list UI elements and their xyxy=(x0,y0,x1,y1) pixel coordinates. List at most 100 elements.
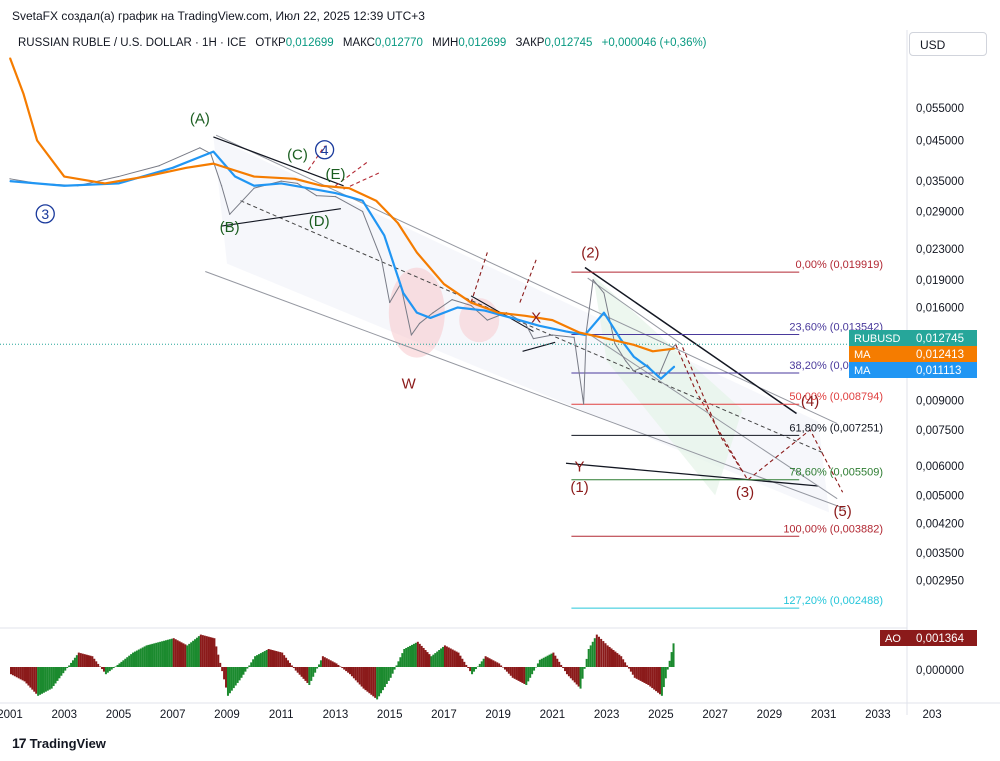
data-point xyxy=(22,93,25,95)
ao-bar xyxy=(445,646,448,667)
wave-label: (C) xyxy=(287,147,308,164)
wave-label: (3) xyxy=(736,484,754,501)
ao-bar xyxy=(533,667,536,671)
symbol-title: RUSSIAN RUBLE / U.S. DOLLAR · 1H · ICE xyxy=(18,37,247,49)
ao-bar xyxy=(629,667,632,672)
ao-bar xyxy=(56,667,59,681)
ao-bar xyxy=(407,646,410,667)
wave-label: (4) xyxy=(801,393,819,410)
ao-bar xyxy=(257,654,260,667)
data-point xyxy=(212,151,215,153)
ao-bar xyxy=(449,648,452,667)
data-point xyxy=(389,301,391,304)
ao-bar xyxy=(281,652,284,667)
ao-bar xyxy=(283,655,286,667)
data-point xyxy=(652,350,654,352)
ao-bar xyxy=(593,638,596,667)
data-point xyxy=(429,317,431,319)
ao-bar xyxy=(97,663,100,667)
x-tick-label: 2029 xyxy=(757,709,783,721)
ao-bar xyxy=(287,660,290,667)
ao-bar xyxy=(424,650,427,667)
price-tag-bg xyxy=(849,346,977,362)
ao-bar xyxy=(536,663,539,667)
data-point xyxy=(565,330,567,333)
data-point xyxy=(603,292,605,294)
ao-bar xyxy=(591,641,594,667)
data-point xyxy=(592,279,594,281)
ao-bar xyxy=(269,649,272,667)
wave-labels-layer: (A) (B) (C) (D) (E) 3 4 W X Y (1) (2) (3) (4) (5) xyxy=(35,110,852,520)
data-point xyxy=(294,178,296,180)
data-point xyxy=(280,180,282,182)
price-tag-value: 0,012413 xyxy=(916,349,964,361)
ao-bar xyxy=(620,656,623,667)
y-tick-label: 0,055000 xyxy=(916,103,964,115)
ao-bar xyxy=(380,667,383,694)
ao-bar xyxy=(27,667,30,686)
ao-bar xyxy=(438,650,441,667)
ao-bar xyxy=(77,652,80,667)
ao-bar xyxy=(186,645,189,667)
ao-bar xyxy=(496,662,499,667)
price-tag-bg xyxy=(849,330,977,346)
wave-dash xyxy=(470,252,488,303)
ao-bar xyxy=(655,667,658,692)
high-value: 0,012770 xyxy=(374,37,423,49)
low-label: МИН xyxy=(432,37,459,49)
data-point xyxy=(524,315,526,317)
fib-label: 50,00% (0,008794) xyxy=(789,391,883,403)
ao-bar xyxy=(498,663,501,667)
ao-bar xyxy=(492,660,495,667)
ao-bar xyxy=(517,667,520,681)
oscillator-layer xyxy=(10,634,675,700)
downtrend-sub xyxy=(587,277,683,346)
data-point xyxy=(104,182,106,185)
data-point xyxy=(229,213,231,215)
ao-bar xyxy=(577,667,580,687)
data-point xyxy=(660,378,662,380)
price-tag-label: MA xyxy=(854,365,871,377)
ao-bar xyxy=(565,667,568,675)
ao-bar xyxy=(11,667,14,676)
ao-bar xyxy=(124,658,127,667)
data-point xyxy=(470,304,472,307)
ao-bar xyxy=(447,647,450,667)
y-tick-label: 0,029000 xyxy=(916,206,964,218)
series-layer xyxy=(0,57,905,405)
data-point xyxy=(410,334,412,336)
ao-bar xyxy=(411,644,414,667)
currency-button[interactable]: USD xyxy=(909,32,987,56)
y-tick-label: 0,006000 xyxy=(916,461,964,473)
y-tick-label: 0,007500 xyxy=(916,425,964,437)
ao-bar xyxy=(395,665,398,667)
ao-tag-label: AO xyxy=(885,633,901,645)
ao-bar xyxy=(250,662,253,667)
ao-bar xyxy=(362,667,365,689)
wave-label: X xyxy=(531,309,541,326)
ao-bar xyxy=(294,667,297,671)
ao-bar xyxy=(263,651,266,667)
x-tick-label: 2007 xyxy=(160,709,186,721)
price-tag-bg xyxy=(849,362,977,378)
data-point xyxy=(220,185,223,187)
ao-bar xyxy=(507,667,510,674)
ao-bar xyxy=(99,666,102,667)
ao-bar xyxy=(73,657,76,667)
ao-bar xyxy=(197,636,200,667)
ao-bar xyxy=(219,662,222,667)
fibonacci-layer: 0,00% (0,019919)23,60% (0,013542)38,20% … xyxy=(571,259,883,609)
ao-bar xyxy=(531,667,534,675)
ao-bar xyxy=(399,657,402,667)
ao-bar xyxy=(494,661,497,667)
ao-bar xyxy=(66,667,69,669)
ao-bar xyxy=(184,644,187,667)
data-point xyxy=(456,306,459,309)
data-point xyxy=(253,175,255,178)
x-tick-label: 2015 xyxy=(377,709,403,721)
ao-bar xyxy=(248,665,251,667)
ao-bar xyxy=(337,664,340,667)
data-point xyxy=(321,185,323,187)
ao-bar xyxy=(52,667,55,687)
